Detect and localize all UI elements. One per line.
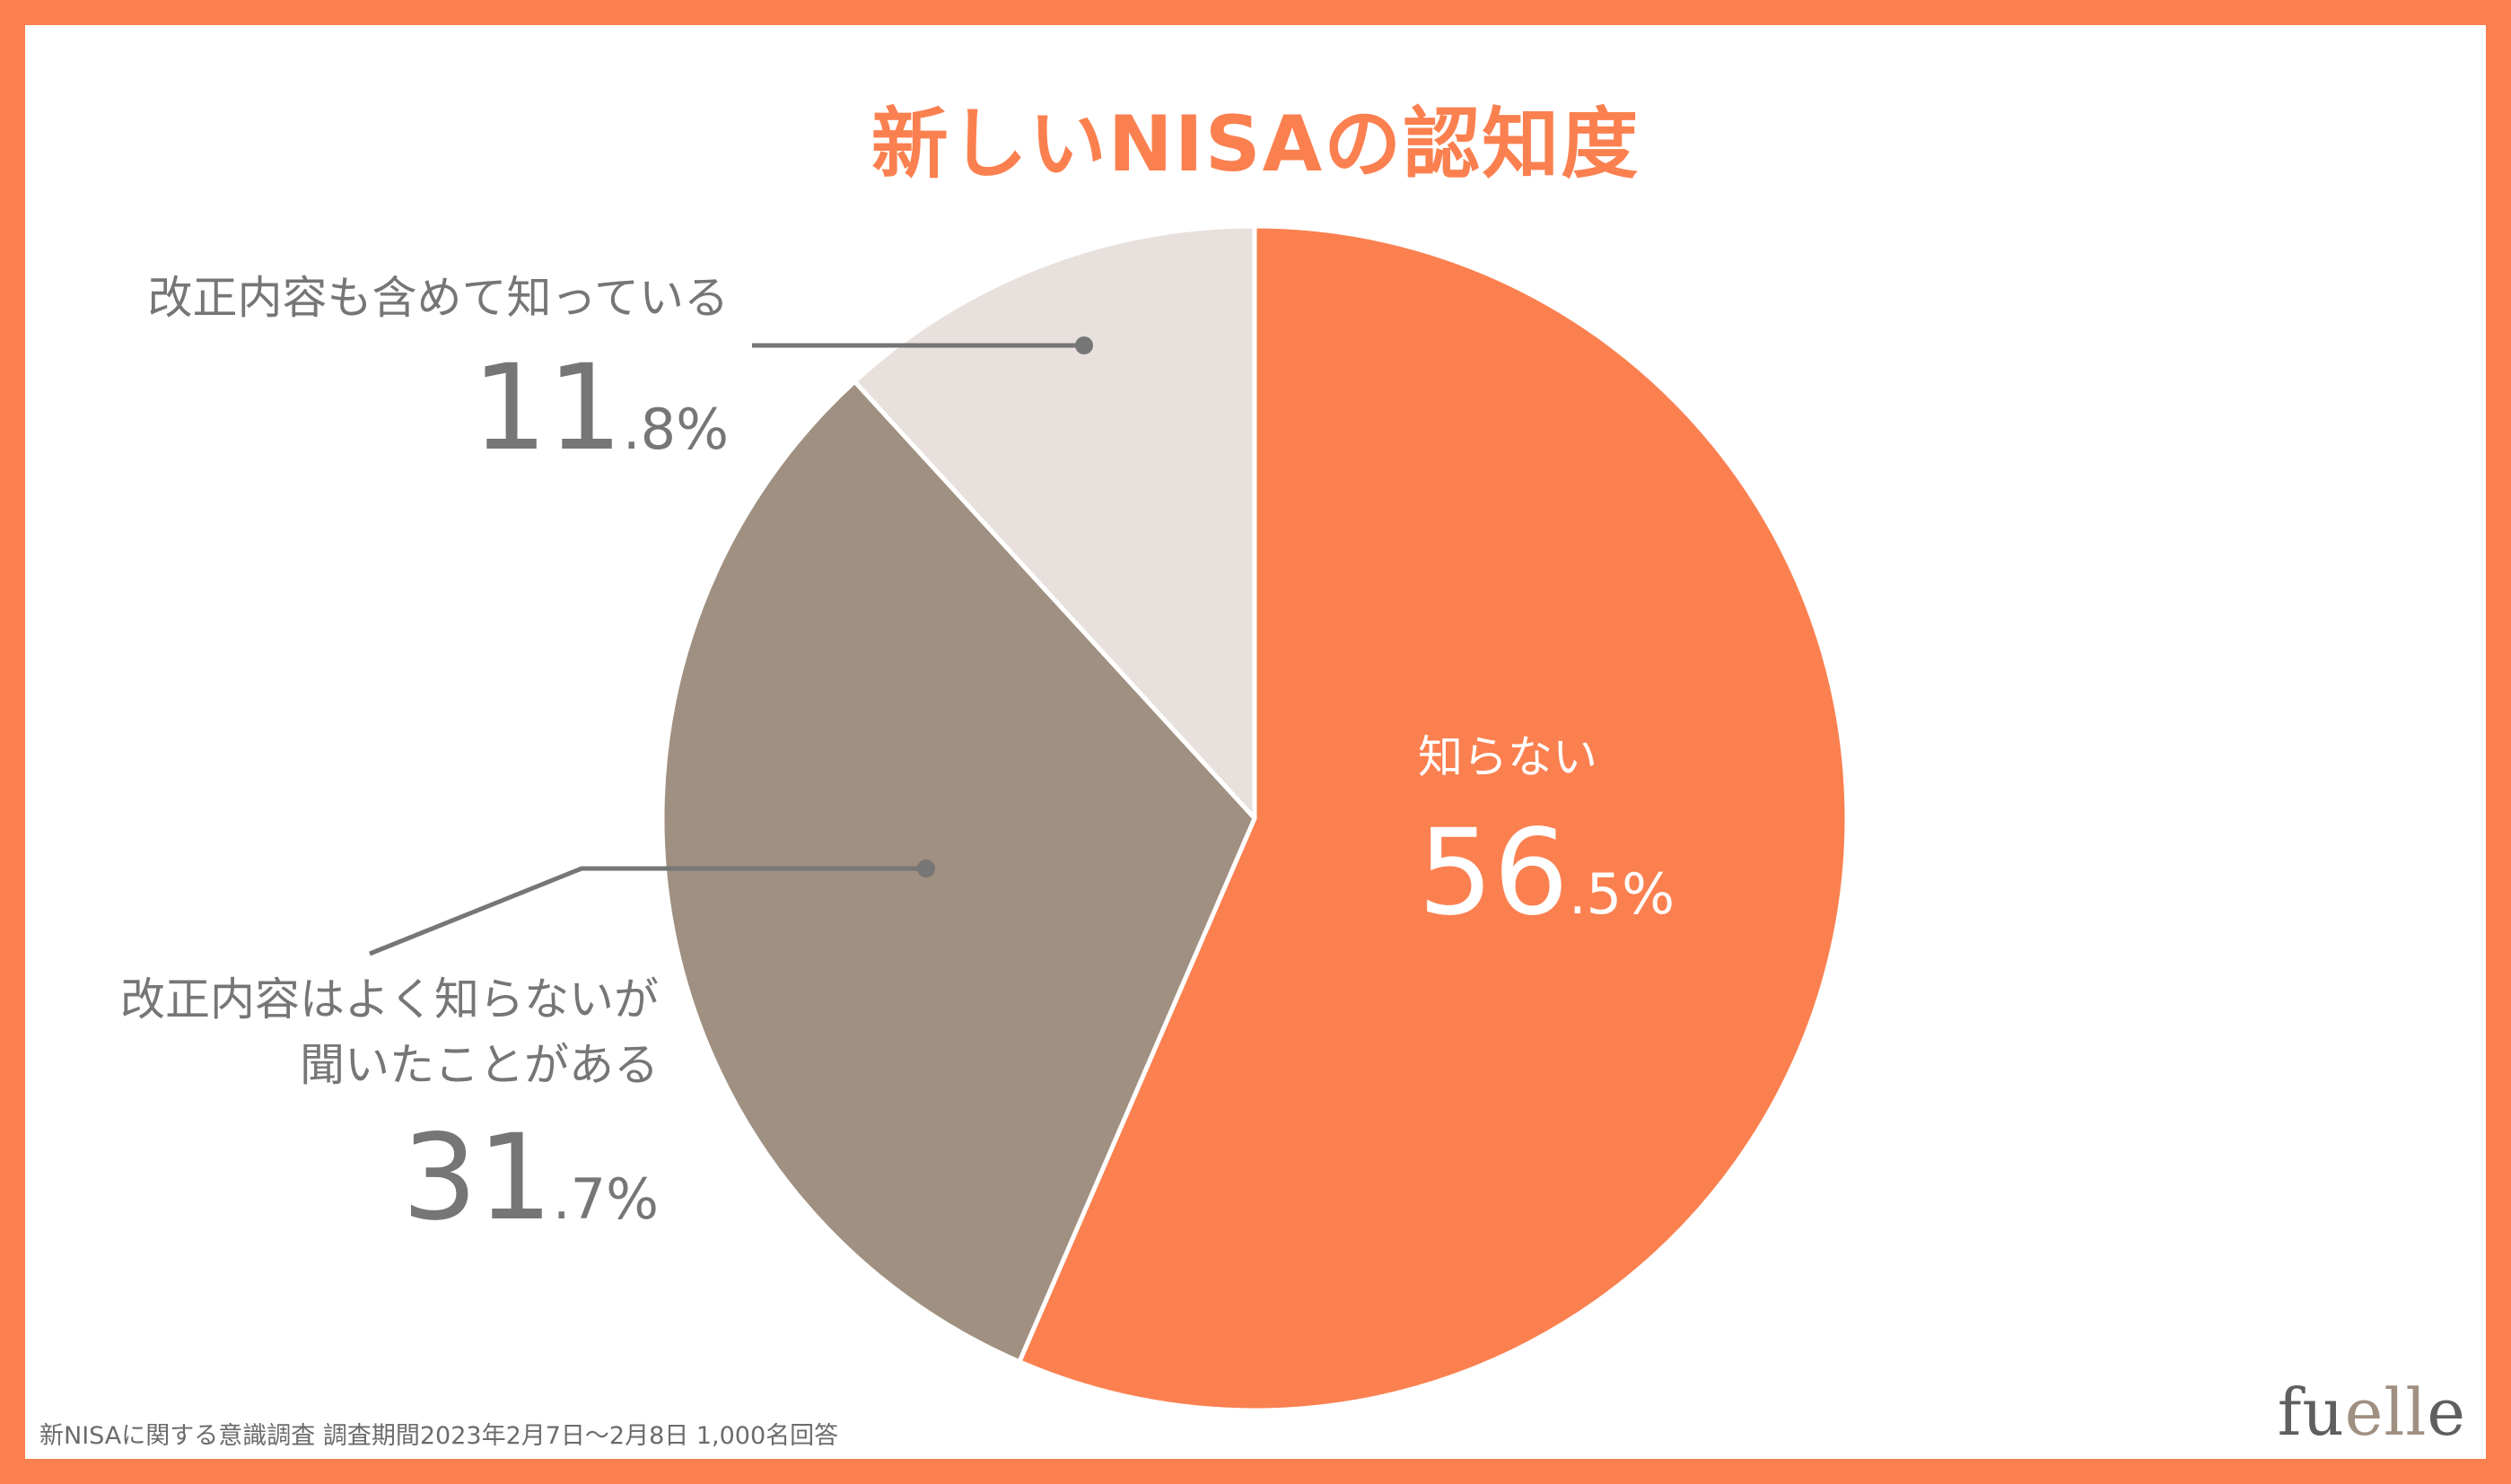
slice-know-details: [852, 223, 1257, 821]
brand-logo-part2: ell: [2344, 1375, 2428, 1450]
label-unknown-value-dec: .5%: [1568, 860, 1675, 927]
footnote: 新NISAに関する意識調査 調査期間2023年2月7日〜2月8日 1,000名回…: [39, 1422, 839, 1450]
brand-logo-part3: e: [2427, 1375, 2466, 1450]
label-heard-value: 31.7%: [36, 1119, 659, 1237]
leader-dot-know: [1075, 336, 1093, 354]
label-heard-value-int: 31: [401, 1109, 553, 1247]
label-unknown-value: 56.5%: [1418, 814, 1675, 932]
label-unknown-value-int: 56: [1418, 803, 1569, 942]
label-heard-text-line1: 改正内容はよく知らないが: [120, 973, 659, 1026]
brand-logo-part1: fu: [2277, 1375, 2345, 1450]
leader-lines: [369, 336, 1093, 956]
slice-heard-only: [660, 379, 1257, 1365]
chart-title: 新しいNISAの認知度: [871, 100, 1640, 189]
label-heard-value-dec: .7%: [552, 1166, 659, 1232]
label-heard-only: 改正内容はよく知らないが 聞いたことがある 31.7%: [36, 967, 659, 1237]
leader-dot-heard: [917, 860, 935, 877]
label-unknown-text: 知らない: [1418, 731, 1597, 783]
label-know-value-int: 11: [471, 338, 623, 477]
slice-unknown: [1017, 223, 1850, 1413]
label-know-text: 改正内容も含めて知っている: [147, 272, 730, 324]
label-know-value: 11.8%: [54, 349, 729, 467]
label-unknown: 知らない 56.5%: [1418, 725, 1675, 932]
label-know-details: 改正内容も含めて知っている 11.8%: [54, 266, 730, 467]
leader-line-heard: [369, 866, 926, 956]
label-heard-text-line2: 聞いたことがある: [300, 1038, 659, 1091]
label-know-value-dec: .8%: [622, 396, 729, 462]
brand-logo: fuelle: [2278, 1375, 2466, 1450]
